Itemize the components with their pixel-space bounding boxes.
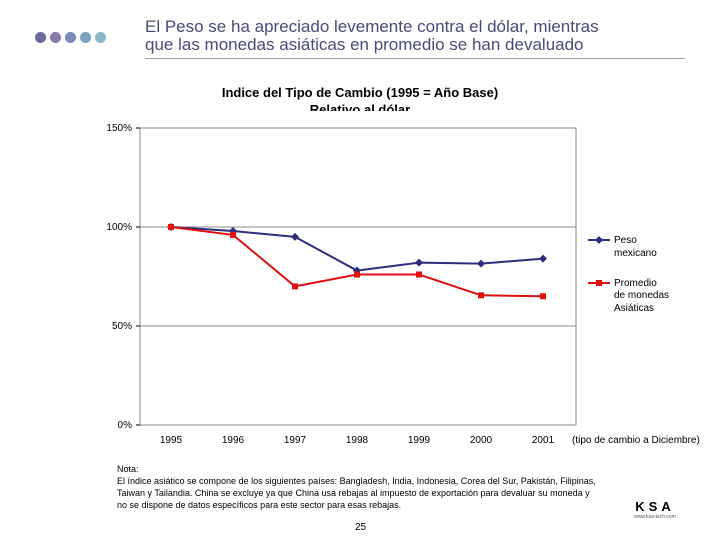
slide-title-line-1: El Peso se ha apreciado levemente contra…: [145, 17, 599, 36]
x-tick-label: 1999: [408, 435, 431, 446]
legend-entry-peso: Peso mexicano: [588, 235, 657, 259]
legend-label-asia-3: Asiáticas: [614, 303, 654, 314]
x-tick-label: 1997: [284, 435, 307, 446]
decorative-dot: [35, 32, 46, 43]
decorative-dot: [65, 32, 76, 43]
footnote-label: Nota:: [117, 464, 139, 474]
footnote: Nota: El índice asiático se compone de l…: [117, 463, 597, 511]
data-point-peso: [539, 254, 547, 263]
series-line-asia: [170, 226, 544, 298]
legend-marker-asia: [596, 280, 602, 286]
plot-area-border: [139, 127, 577, 426]
legend-box: [580, 228, 688, 324]
decorative-dot: [80, 32, 91, 43]
y-tick-label: 50%: [112, 321, 132, 332]
slide-title: El Peso se ha apreciado levemente contra…: [145, 18, 705, 54]
title-divider: [145, 58, 685, 59]
decorative-dots: [35, 32, 125, 48]
chart-subtitle: Relativo al dólar: [309, 102, 411, 111]
x-tick-label: 1996: [222, 435, 245, 446]
y-tick-label: 100%: [106, 222, 132, 233]
legend-label-peso-2: mexicano: [614, 248, 657, 259]
decorative-dot: [95, 32, 106, 43]
data-point-asia: [292, 283, 298, 290]
data-point-peso: [477, 259, 485, 268]
x-tick-label: 2000: [470, 435, 493, 446]
x-axis-annotation: (tipo de cambio a Diciembre): [572, 435, 700, 446]
legend-label-peso-1: Peso: [614, 235, 637, 246]
data-point-asia: [168, 224, 174, 230]
decorative-dot: [50, 32, 61, 43]
x-tick-label: 1995: [160, 435, 183, 446]
legend-marker-peso: [595, 236, 603, 244]
data-point-peso: [291, 232, 299, 241]
chart-title: Indice del Tipo de Cambio (1995 = Año Ba…: [221, 85, 499, 100]
footnote-text: El índice asiático se compone de los sig…: [117, 476, 596, 510]
y-tick-label: 150%: [106, 123, 132, 134]
legend-entry-asia: Promedio de monedas Asiáticas: [588, 278, 669, 314]
x-tick-label: 1998: [346, 435, 369, 446]
ksa-logo: KSA www.ksa-tech.com: [620, 500, 690, 521]
data-point-asia: [416, 271, 422, 278]
legend-label-asia-1: Promedio: [614, 278, 657, 289]
data-point-asia: [478, 292, 484, 299]
logo-subtext: www.ksa-tech.com: [634, 514, 676, 520]
x-tick-label: 2001: [532, 435, 555, 446]
page-number: 25: [355, 522, 367, 533]
data-point-peso: [415, 258, 423, 267]
data-point-asia: [354, 271, 360, 278]
chart-title-block: Indice del Tipo de Cambio (1995 = Año Ba…: [140, 84, 580, 111]
y-tick-label: 0%: [118, 420, 133, 431]
data-point-asia: [540, 293, 546, 300]
legend-label-asia-2: de monedas: [614, 290, 669, 301]
data-point-asia: [230, 231, 236, 238]
logo-text: KSA: [635, 499, 675, 514]
slide-title-line-2: que las monedas asiáticas en promedio se…: [145, 35, 584, 54]
